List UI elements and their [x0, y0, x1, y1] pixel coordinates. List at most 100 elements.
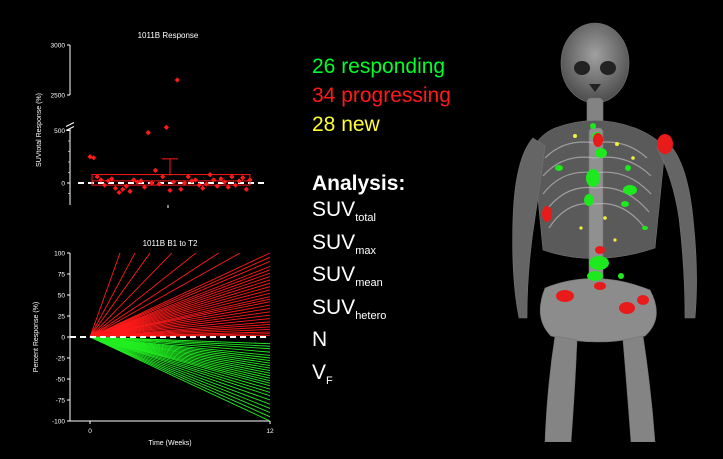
series-line [89, 304, 270, 338]
data-point [156, 181, 162, 187]
percent-response-line-chart: 1011B B1 to T2 100 75 50 25 0 -25 -50 -75 -100 0 12… [33, 239, 274, 447]
suv-response-chart: 1011B Response 0 500 2500 3000 SUVtotal Respo… [36, 31, 268, 208]
data-point [141, 184, 148, 190]
series-line [89, 253, 151, 338]
y-tick-label: 100 [54, 251, 65, 258]
series-line [89, 256, 270, 338]
data-point [138, 178, 144, 184]
series-line [89, 253, 270, 338]
series-line [89, 336, 270, 390]
data-point [91, 155, 97, 161]
series-line [89, 336, 270, 421]
series-line [89, 253, 220, 338]
y-tick-label: 3000 [51, 43, 66, 50]
x-axis-label: Time (Weeks) [148, 440, 191, 447]
axis-break-mark [65, 122, 75, 127]
pet-ct-skeleton-image [512, 22, 697, 442]
y-tick-label: -100 [52, 419, 65, 426]
axis-break-mark [65, 126, 75, 131]
lesion-responding [555, 123, 648, 281]
data-point [127, 188, 133, 194]
y-tick-label: 75 [58, 272, 66, 279]
responding-count: 26 responding [312, 55, 446, 78]
data-point [160, 174, 166, 180]
data-point [152, 167, 159, 173]
series-line [89, 336, 270, 393]
skull-detail [574, 61, 616, 92]
data-point [149, 180, 155, 186]
data-point [196, 182, 202, 188]
analysis-item: N [312, 328, 328, 352]
data-point [200, 185, 206, 191]
x-tick-label: 0 [88, 428, 92, 435]
data-point [214, 183, 220, 189]
analysis-panel: Analysis: SUVtotal SUVmax SUVmean SUVhet… [312, 170, 405, 394]
series-line [89, 336, 270, 418]
response-counts: 26 responding 34 progressing 28 new [312, 52, 451, 139]
series-line [89, 314, 270, 338]
series-line [89, 318, 270, 338]
series-line [89, 289, 270, 338]
series-line [89, 311, 270, 338]
data-point [123, 183, 129, 189]
data-point [240, 175, 246, 181]
series-line [89, 266, 270, 338]
series-line [89, 260, 270, 338]
analysis-item: SUVmax [312, 230, 376, 257]
new-count: 28 new [312, 113, 380, 136]
data-point [243, 186, 249, 192]
series-line [89, 336, 270, 397]
series-line [89, 272, 270, 338]
skeleton-silhouette [512, 22, 697, 442]
series-line [89, 279, 270, 338]
y-tick-label: -75 [56, 398, 66, 405]
data-point [232, 182, 239, 188]
analysis-item: SUVmean [312, 263, 383, 290]
data-point [247, 177, 253, 183]
chart-title: 1011B B1 to T2 [143, 239, 198, 248]
series-line [89, 336, 270, 414]
data-point [109, 176, 115, 182]
data-point [178, 186, 184, 192]
y-tick-label: 25 [58, 314, 66, 321]
data-point [218, 176, 224, 182]
series-line [89, 253, 173, 338]
y-axis-label: SUVtotal Response (%) [36, 93, 43, 167]
series-line [89, 307, 270, 338]
series-line [89, 292, 270, 338]
y-tick-label: 2500 [51, 93, 66, 100]
analysis-item: SUVtotal [312, 198, 376, 225]
data-point [174, 77, 180, 83]
data-point [211, 177, 217, 183]
data-point [203, 181, 209, 187]
data-point [207, 172, 213, 178]
lesion-new [573, 134, 635, 242]
data-point [87, 154, 93, 160]
series-line [89, 286, 270, 338]
analysis-item: SUVhetero [312, 295, 387, 322]
data-point [171, 179, 177, 185]
data-point [229, 174, 235, 180]
series-line [89, 336, 270, 401]
data-point [185, 174, 191, 180]
y-tick-label: 50 [58, 293, 66, 300]
data-point [105, 178, 111, 184]
series-line [89, 336, 270, 409]
series-line [89, 253, 241, 338]
data-point [112, 185, 119, 191]
y-tick-label: 500 [54, 128, 65, 135]
y-tick-label: -25 [56, 356, 66, 363]
data-point [94, 174, 100, 180]
data-point [145, 130, 151, 136]
data-point [116, 189, 122, 196]
analysis-title: Analysis: [312, 172, 406, 195]
data-point [101, 182, 108, 188]
lesion-progressing [542, 133, 673, 314]
data-point [225, 184, 231, 190]
series-line [89, 253, 197, 338]
series-line [89, 282, 270, 338]
progressing-count: 34 progressing [312, 84, 451, 107]
data-point [192, 177, 199, 183]
data-point [120, 186, 126, 192]
x-tick-label: 12 [266, 428, 274, 435]
